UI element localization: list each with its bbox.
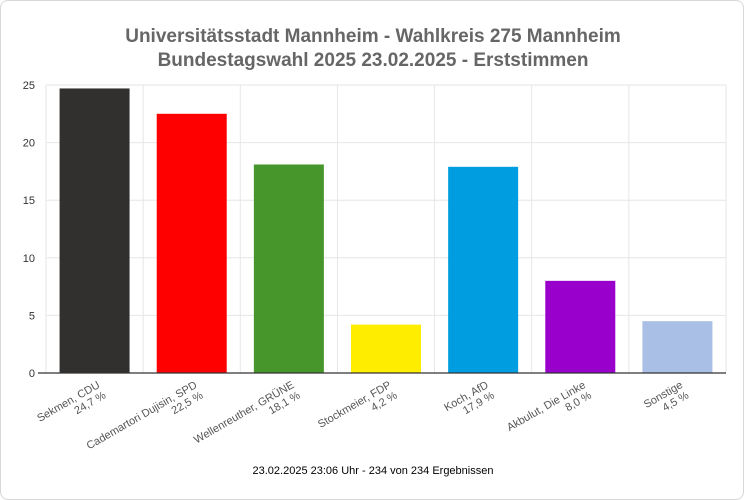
- chart-title-line-1: Universitätsstadt Mannheim - Wahlkreis 2…: [125, 26, 621, 47]
- y-tick-label: 15: [23, 195, 35, 207]
- y-tick-label: 0: [29, 368, 35, 380]
- category-label: Akbulut, Die Linke8,0 %: [505, 379, 594, 444]
- bar: [448, 166, 519, 373]
- bar: [545, 280, 616, 373]
- category-label: Sekmen, CDU24,7 %: [35, 379, 108, 435]
- bar: [156, 113, 227, 374]
- y-tick-label: 20: [23, 138, 35, 150]
- y-tick-label: 10: [23, 253, 35, 265]
- y-tick-label: 5: [29, 310, 35, 322]
- category-label: Sonstige4,5 %: [642, 379, 691, 421]
- category-label: Stockmeier, FDP4,2 %: [316, 379, 400, 441]
- bar: [253, 164, 324, 373]
- category-name: Wellenreuther, GRÜNE: [192, 379, 296, 446]
- bar: [59, 88, 130, 374]
- chart-title-line-2: Bundestagswahl 2025 23.02.2025 - Erststi…: [157, 50, 589, 71]
- category-label: Wellenreuther, GRÜNE18,1 %: [192, 379, 302, 457]
- category-label: Koch, AfD17,9 %: [442, 379, 497, 424]
- chart-title: Universitätsstadt Mannheim - Wahlkreis 2…: [1, 25, 743, 73]
- chart-footer: 23.02.2025 23:06 Uhr - 234 von 234 Ergeb…: [252, 465, 494, 477]
- bar: [642, 321, 713, 373]
- bar: [351, 324, 421, 373]
- y-tick-label: 25: [23, 80, 35, 92]
